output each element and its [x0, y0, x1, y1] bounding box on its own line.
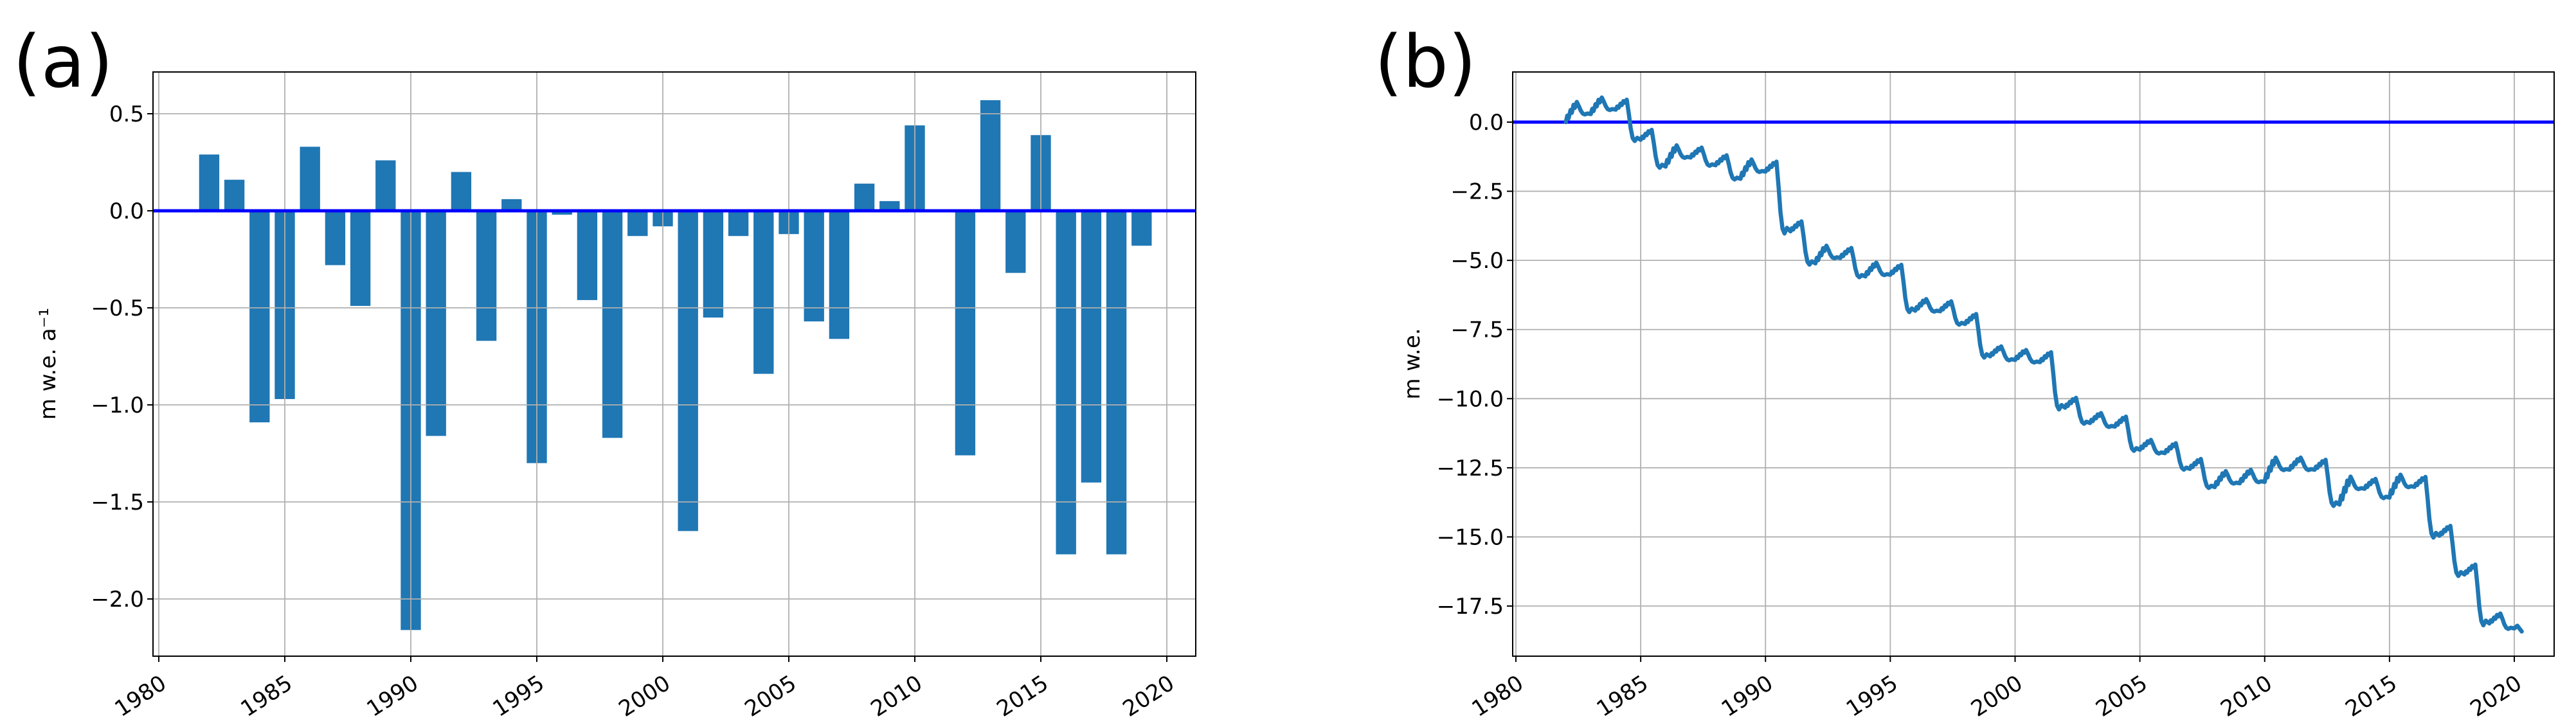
- bar-1988: [350, 211, 371, 306]
- bar-2009: [879, 201, 900, 211]
- x-tick-label-1990: 1990: [1717, 670, 1778, 722]
- bar-1993: [476, 211, 497, 341]
- x-tick-label-2000: 2000: [615, 670, 675, 722]
- y-tick-label--7.5: −7.5: [1450, 317, 1504, 343]
- y-tick-label--15: −15.0: [1437, 524, 1504, 550]
- x-tick-label-2020: 2020: [2466, 670, 2526, 722]
- bar-1983: [224, 179, 245, 211]
- y-tick-label--2: −2.0: [91, 587, 144, 612]
- y-tick-label--1: −1.0: [91, 393, 144, 418]
- bar-2018: [1106, 211, 1127, 555]
- y-tick-label--17.5: −17.5: [1437, 594, 1504, 620]
- bar-2006: [804, 211, 824, 322]
- y-tick-label--10: −10.0: [1437, 386, 1504, 412]
- bar-1994: [501, 199, 522, 211]
- axes-frame: [152, 71, 1196, 657]
- bar-2008: [854, 183, 875, 211]
- bar-2001: [678, 211, 698, 531]
- bar-2002: [703, 211, 724, 318]
- axes-frame: [1512, 71, 2555, 657]
- bar-2004: [753, 211, 774, 374]
- y-tick-label--1.5: −1.5: [91, 490, 144, 515]
- panel-a-chart: 1980 1985 1990 1995 2000 2005 2010 2015 2020 0.5 0…: [91, 71, 1196, 722]
- bar-2012: [955, 211, 976, 456]
- bar-1998: [602, 211, 623, 438]
- bar-1999: [627, 211, 648, 237]
- bar-1982: [199, 154, 220, 211]
- bar-1984: [249, 211, 270, 423]
- bar-1996: [552, 211, 572, 215]
- x-tick-label-2010: 2010: [2216, 670, 2276, 722]
- x-tick-label-1985: 1985: [1592, 670, 1653, 722]
- x-tick-label-1980: 1980: [111, 670, 171, 722]
- y-tick-label-0.5: 0.5: [109, 102, 144, 127]
- bar-2016: [1056, 211, 1076, 555]
- bar-2003: [728, 211, 749, 237]
- x-tick-label-1990: 1990: [363, 670, 423, 722]
- x-tick-label-2015: 2015: [2341, 670, 2401, 722]
- x-tick-label-1995: 1995: [489, 670, 549, 722]
- y-tick-label--12.5: −12.5: [1437, 456, 1504, 481]
- panel-b-chart: 1980 1985 1990 1995 2000 2005 2010 2015 2020 0.0 −…: [1437, 71, 2555, 722]
- panel-a-title: (a): [13, 21, 114, 104]
- x-tick-label-1980: 1980: [1468, 670, 1528, 722]
- x-tick-label-1995: 1995: [1842, 670, 1902, 722]
- panel-b-y-axis-label: m w.e.: [1400, 328, 1425, 399]
- x-tick-label-1985: 1985: [237, 670, 297, 722]
- bar-1989: [375, 160, 396, 211]
- bar-1987: [325, 211, 346, 265]
- x-tick-label-2005: 2005: [741, 670, 801, 722]
- y-tick-label--2.5: −2.5: [1450, 179, 1504, 205]
- x-tick-label-2020: 2020: [1119, 670, 1179, 722]
- bar-1991: [426, 211, 446, 436]
- bar-1992: [451, 172, 472, 211]
- bar-2019: [1131, 211, 1152, 246]
- x-tick-label-2015: 2015: [993, 670, 1053, 722]
- bar-2017: [1081, 211, 1102, 483]
- bar-1986: [300, 147, 320, 211]
- bar-2007: [829, 211, 850, 339]
- x-tick-label-2010: 2010: [867, 670, 927, 722]
- y-tick-label-0: 0.0: [109, 199, 144, 224]
- cumulative-mass-balance-line: [1563, 95, 2524, 634]
- y-tick-label--0.5: −0.5: [91, 296, 144, 321]
- x-tick-label-2000: 2000: [1967, 670, 2027, 722]
- panel-a-y-axis-label: m w.e. a⁻¹: [35, 308, 61, 420]
- x-tick-label-2005: 2005: [2091, 670, 2152, 722]
- bar-1997: [577, 211, 598, 300]
- y-tick-label-0: 0.0: [1469, 110, 1504, 136]
- bar-2013: [980, 100, 1001, 211]
- bar-2014: [1005, 211, 1026, 273]
- y-tick-label--5: −5.0: [1450, 248, 1504, 274]
- panel-b-title: (b): [1374, 21, 1477, 104]
